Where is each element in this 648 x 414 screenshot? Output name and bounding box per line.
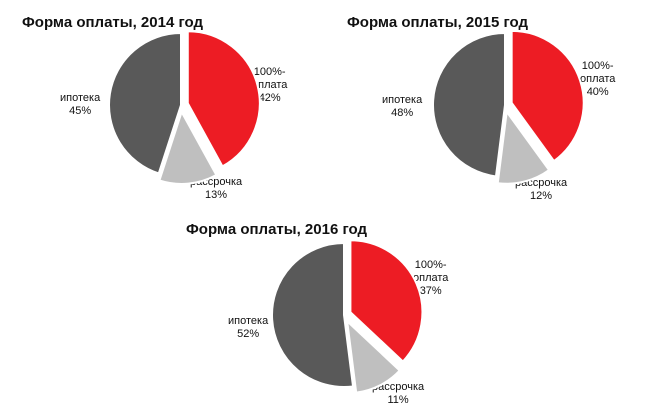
pie-slice-full-payment-2015 bbox=[510, 29, 585, 163]
pie-slice-installment-2015 bbox=[496, 110, 551, 185]
label-mortgage-2014: ипотека 45% bbox=[60, 92, 101, 117]
pie-slice-full-payment-2014 bbox=[186, 30, 261, 168]
chart-title-2016: Форма оплаты, 2016 год bbox=[186, 221, 367, 238]
label-full-payment-2016: 100%- оплата 37% bbox=[413, 259, 449, 297]
label-full-payment-2014: 100%- оплата 42% bbox=[252, 66, 288, 104]
pie-slice-installment-2016 bbox=[346, 320, 401, 394]
label-full-payment-2015: 100%- оплата 40% bbox=[580, 60, 616, 98]
pie-chart-2016 bbox=[271, 239, 424, 394]
pie-slice-mortgage-2016 bbox=[271, 242, 355, 388]
pie-slice-installment-2014 bbox=[158, 110, 218, 185]
chart-title-2014: Форма оплаты, 2014 год bbox=[22, 14, 203, 31]
pie-chart-2015 bbox=[432, 29, 585, 185]
chart-title-2015: Форма оплаты, 2015 год bbox=[347, 14, 528, 31]
pie-chart-2014 bbox=[108, 30, 261, 185]
label-installment-2016: рассрочка 11% bbox=[372, 381, 425, 406]
pie-slice-mortgage-2015 bbox=[432, 32, 506, 178]
pie-slice-mortgage-2014 bbox=[108, 32, 182, 175]
pie-slice-full-payment-2016 bbox=[349, 239, 424, 363]
label-mortgage-2015: ипотека 48% bbox=[382, 94, 423, 119]
label-mortgage-2016: ипотека 52% bbox=[228, 315, 269, 340]
